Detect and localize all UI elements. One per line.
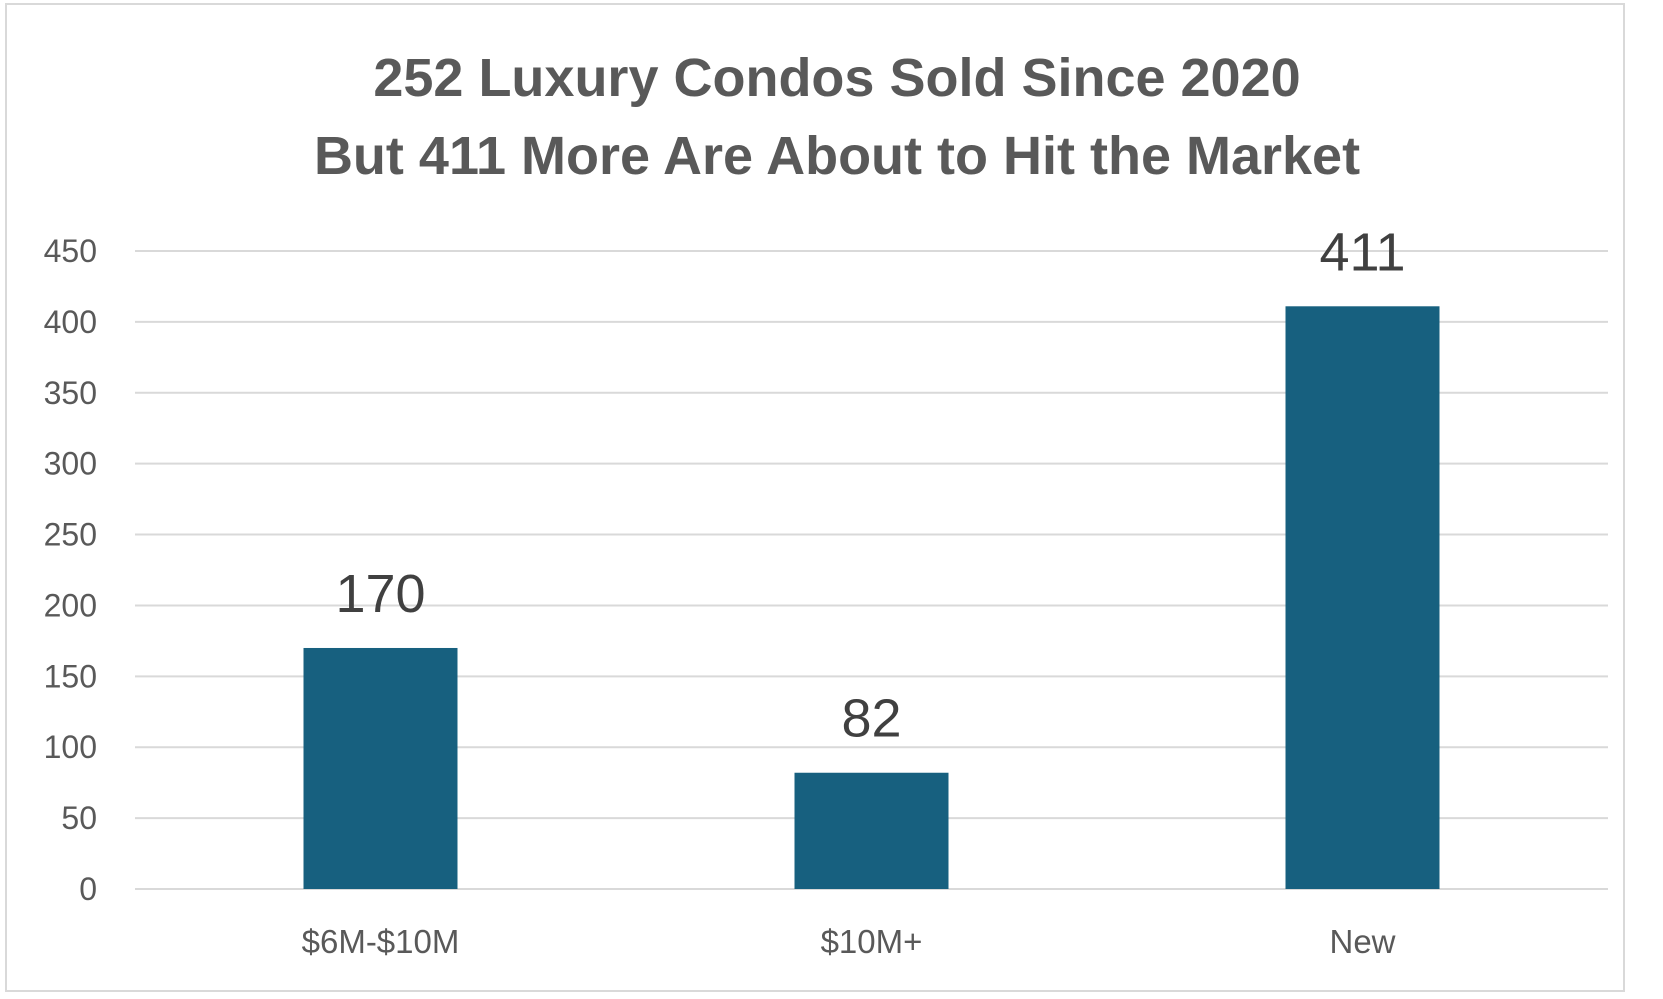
- y-tick-label: 300: [44, 446, 97, 482]
- y-tick-label: 450: [44, 233, 97, 269]
- chart-title-line-1: 252 Luxury Condos Sold Since 2020: [373, 48, 1300, 108]
- data-label: 170: [335, 564, 425, 624]
- data-label: 411: [1319, 222, 1405, 282]
- bar: [303, 647, 458, 889]
- y-tick-label: 250: [44, 517, 97, 553]
- x-category-label: $10M+: [821, 923, 923, 960]
- x-category-label: New: [1329, 923, 1395, 960]
- y-tick-label: 0: [79, 871, 97, 907]
- chart-title: 252 Luxury Condos Sold Since 2020 But 41…: [314, 48, 1360, 186]
- x-axis-categories: $6M-$10M $10M+ New: [302, 923, 1396, 960]
- y-tick-label: 150: [44, 658, 97, 694]
- bars: [303, 306, 1440, 889]
- y-axis-ticks: 0 50 100 150 200 250 300 350 400 450: [44, 233, 97, 907]
- y-tick-label: 50: [61, 800, 97, 836]
- y-tick-label: 350: [44, 375, 97, 411]
- y-tick-label: 400: [44, 304, 97, 340]
- data-labels: 170 82 411: [335, 222, 1405, 748]
- chart-title-line-2: But 411 More Are About to Hit the Market: [314, 126, 1360, 186]
- y-tick-label: 200: [44, 587, 97, 623]
- x-category-label: $6M-$10M: [302, 923, 460, 960]
- bar: [1285, 306, 1440, 889]
- data-label: 82: [841, 689, 901, 749]
- y-tick-label: 100: [44, 729, 97, 765]
- bar: [794, 772, 949, 889]
